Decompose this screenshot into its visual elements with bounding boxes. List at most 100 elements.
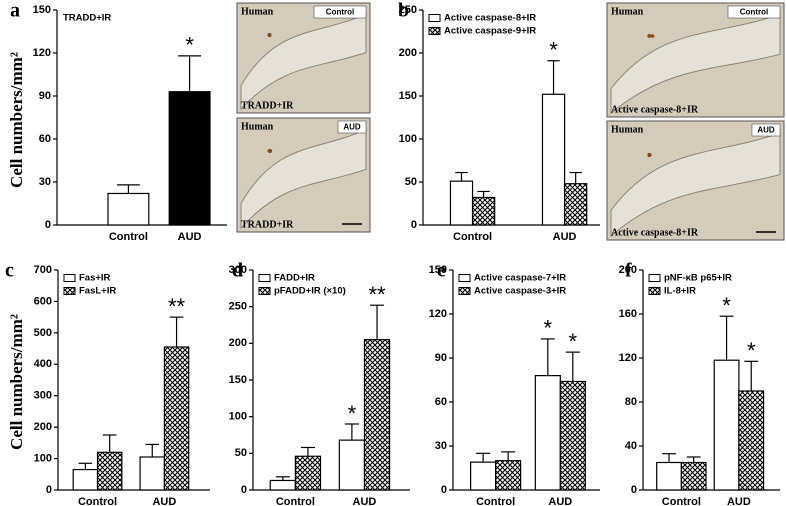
bar — [338, 439, 366, 491]
stained-cell — [267, 33, 272, 37]
panel-letter: b — [398, 0, 409, 22]
legend-label: IL-8+IR — [664, 286, 696, 297]
legend-swatch — [428, 27, 441, 35]
bar — [96, 451, 123, 491]
y-tick-label: 0 — [241, 484, 247, 496]
stained-cell — [650, 34, 655, 38]
legend-label: Active caspase-7+IR — [474, 273, 566, 284]
legend-label: Active caspase-8+IR — [444, 13, 536, 24]
significance-star: * — [549, 38, 558, 63]
bar — [563, 183, 588, 226]
bar — [680, 461, 707, 491]
bar — [495, 460, 522, 491]
legend-label: pFADD+IR (×10) — [274, 286, 346, 297]
legend-label: pNF-κB p65+IR — [664, 273, 732, 284]
y-tick-label: 90 — [39, 90, 51, 102]
bar — [470, 461, 497, 491]
x-tick-label: Control — [476, 496, 515, 506]
significance-star: ** — [368, 282, 386, 307]
x-tick-label: Control — [276, 496, 315, 506]
x-tick-label: Control — [78, 496, 117, 506]
image-species: Human — [611, 124, 644, 135]
y-tick-label: 100 — [34, 452, 52, 464]
legend-label: FADD+IR — [274, 273, 315, 284]
y-tick-label: 600 — [34, 295, 52, 307]
panel-letter: f — [625, 260, 632, 282]
bar — [163, 346, 190, 491]
y-tick-label: 120 — [33, 47, 51, 59]
y-tick-label: 0 — [45, 219, 51, 231]
legend-label: FasL+IR — [79, 286, 116, 297]
stained-cell — [267, 149, 272, 153]
legend-swatch — [648, 287, 661, 295]
y-tick-label: 200 — [619, 264, 637, 276]
image-group: Control — [740, 8, 768, 17]
image-stain: TRADD+IR — [241, 100, 294, 111]
image-group-box — [727, 5, 781, 19]
tissue-band — [240, 13, 367, 111]
y-tick-label: 0 — [46, 484, 52, 496]
y-tick-label: 250 — [399, 4, 417, 16]
y-tick-label: 30 — [39, 176, 51, 188]
bar — [269, 479, 296, 491]
x-tick-label: Control — [109, 231, 148, 243]
legend-label: Fas+IR — [79, 273, 111, 284]
panel-letter: d — [232, 260, 243, 282]
legend-swatch — [63, 274, 76, 282]
legend-swatch — [63, 287, 76, 295]
bar — [107, 192, 150, 226]
y-tick-label: 120 — [619, 352, 637, 364]
bar — [363, 339, 391, 491]
significance-star: * — [185, 33, 194, 58]
image-stain: Active caspase-8+IR — [611, 104, 699, 115]
panel-letter: a — [10, 0, 20, 22]
x-tick-label: AUD — [178, 231, 202, 243]
y-tick-label: 100 — [229, 411, 247, 423]
bar — [72, 468, 99, 491]
x-tick-label: AUD — [152, 496, 176, 506]
y-tick-label: 0 — [631, 484, 637, 496]
y-tick-label: 200 — [229, 337, 247, 349]
x-tick-label: Control — [662, 496, 701, 506]
y-tick-label: 500 — [34, 327, 52, 339]
y-tick-label: 50 — [235, 447, 247, 459]
image-group: Control — [326, 8, 354, 17]
panel-letter: e — [437, 260, 446, 282]
image-group: AUD — [343, 123, 361, 132]
bar — [449, 180, 474, 226]
legend-label: Active caspase-9+IR — [444, 26, 536, 37]
y-tick-label: 120 — [429, 308, 447, 320]
image-stain: Active caspase-8+IR — [611, 227, 699, 238]
y-tick-label: 300 — [229, 264, 247, 276]
y-tick-label: 90 — [435, 352, 447, 364]
stained-cell — [647, 153, 652, 157]
bar — [713, 359, 740, 491]
y-tick-label: 80 — [625, 396, 637, 408]
bar — [559, 380, 586, 491]
legend-swatch — [258, 287, 271, 295]
bar — [168, 91, 211, 226]
x-tick-label: AUD — [727, 496, 751, 506]
x-tick-label: AUD — [553, 231, 577, 243]
image-group-box — [751, 123, 781, 137]
significance-star: * — [544, 316, 553, 341]
legend-swatch — [258, 274, 271, 282]
y-tick-label: 160 — [619, 308, 637, 320]
y-tick-label: 200 — [399, 47, 417, 59]
bar — [534, 375, 561, 491]
legend-swatch — [428, 14, 441, 22]
y-tick-label: 150 — [429, 264, 447, 276]
image-stain: TRADD+IR — [241, 219, 294, 230]
legend-label: TRADD+IR — [63, 13, 111, 24]
image-group-box — [337, 120, 367, 134]
legend-label: Active caspase-3+IR — [474, 286, 566, 297]
y-tick-label: 300 — [34, 390, 52, 402]
significance-star: * — [722, 293, 731, 318]
y-tick-label: 150 — [399, 90, 417, 102]
y-tick-label: 150 — [33, 4, 51, 16]
y-tick-label: 40 — [625, 440, 637, 452]
y-tick-label: 0 — [411, 219, 417, 231]
significance-star: * — [569, 329, 578, 354]
legend-swatch — [648, 274, 661, 282]
